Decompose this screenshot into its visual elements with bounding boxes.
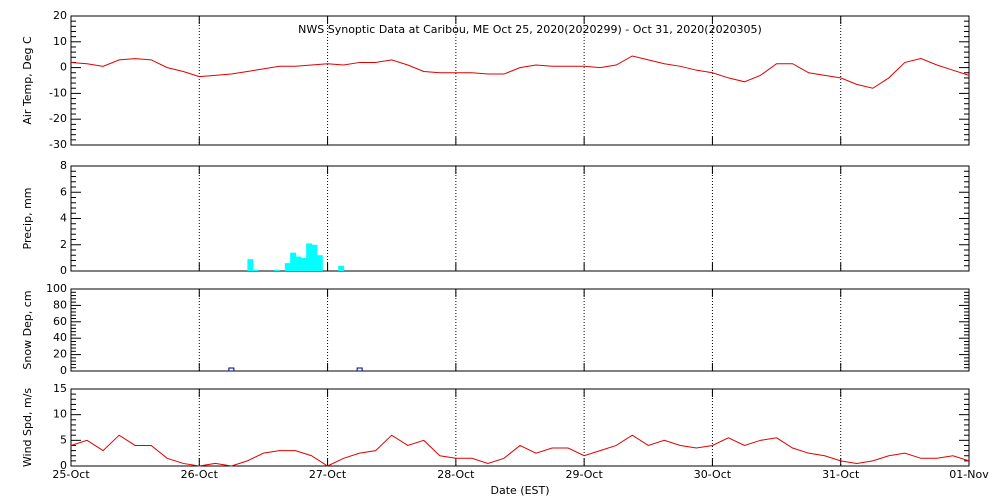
- x-tick-label: 31-Oct: [822, 468, 860, 481]
- y-tick-label: 20: [53, 348, 67, 361]
- y-tick-label: 0: [60, 61, 67, 74]
- y-tick-label: 6: [60, 185, 67, 198]
- y-tick-label: 0: [60, 264, 67, 277]
- bar: [247, 259, 254, 271]
- bar: [295, 256, 302, 271]
- y-tick-label: 2: [60, 238, 67, 251]
- y-tick-label: -10: [49, 86, 67, 99]
- data-line: [70, 434, 970, 467]
- x-tick-label: 28-Oct: [437, 468, 475, 481]
- plot-frame: [70, 15, 970, 146]
- y-tick-label: 100: [46, 282, 67, 295]
- y-axis-label: Snow Dep, cm: [21, 290, 34, 369]
- bar: [306, 243, 313, 271]
- y-tick-label: 4: [60, 212, 67, 225]
- y-tick-label: 15: [53, 382, 67, 395]
- bar: [252, 269, 259, 271]
- y-tick-label: 8: [60, 159, 67, 172]
- x-tick-label: 27-Oct: [309, 468, 347, 481]
- y-tick-label: 10: [53, 408, 67, 421]
- y-tick-label: -30: [49, 138, 67, 151]
- y-tick-label: 80: [53, 298, 67, 311]
- x-axis-label: Date (EST): [490, 484, 549, 497]
- y-tick-label: -20: [49, 112, 67, 125]
- y-tick-label: 60: [53, 315, 67, 328]
- bar: [311, 244, 318, 271]
- x-tick-label: 25-Oct: [52, 468, 90, 481]
- y-tick-label: 0: [60, 364, 67, 377]
- x-tick-label: 30-Oct: [694, 468, 732, 481]
- y-axis-label: Precip, mm: [21, 188, 34, 250]
- plot-frame: [70, 288, 970, 372]
- x-tick-label: 01-Nov: [949, 468, 989, 481]
- bar: [274, 269, 280, 271]
- bar: [284, 263, 291, 271]
- y-tick-label: 0: [60, 459, 67, 472]
- point: [228, 367, 235, 372]
- y-tick-label: 20: [53, 9, 67, 22]
- bar: [300, 257, 307, 271]
- y-tick-label: 40: [53, 331, 67, 344]
- bar: [338, 265, 345, 271]
- bar: [316, 255, 323, 271]
- chart-title: NWS Synoptic Data at Caribou, ME Oct 25,…: [298, 23, 762, 36]
- x-tick-label: 26-Oct: [181, 468, 219, 481]
- y-tick-label: 10: [53, 35, 67, 48]
- point: [356, 367, 363, 372]
- y-axis-label: Air Temp, Deg C: [21, 36, 34, 125]
- data-line: [70, 55, 970, 89]
- bar: [290, 252, 297, 271]
- x-tick-label: 29-Oct: [565, 468, 603, 481]
- y-axis-label: Wind Spd, m/s: [21, 388, 34, 468]
- plot-frame: [70, 165, 970, 272]
- y-tick-label: 5: [60, 433, 67, 446]
- plot-frame: [70, 388, 970, 467]
